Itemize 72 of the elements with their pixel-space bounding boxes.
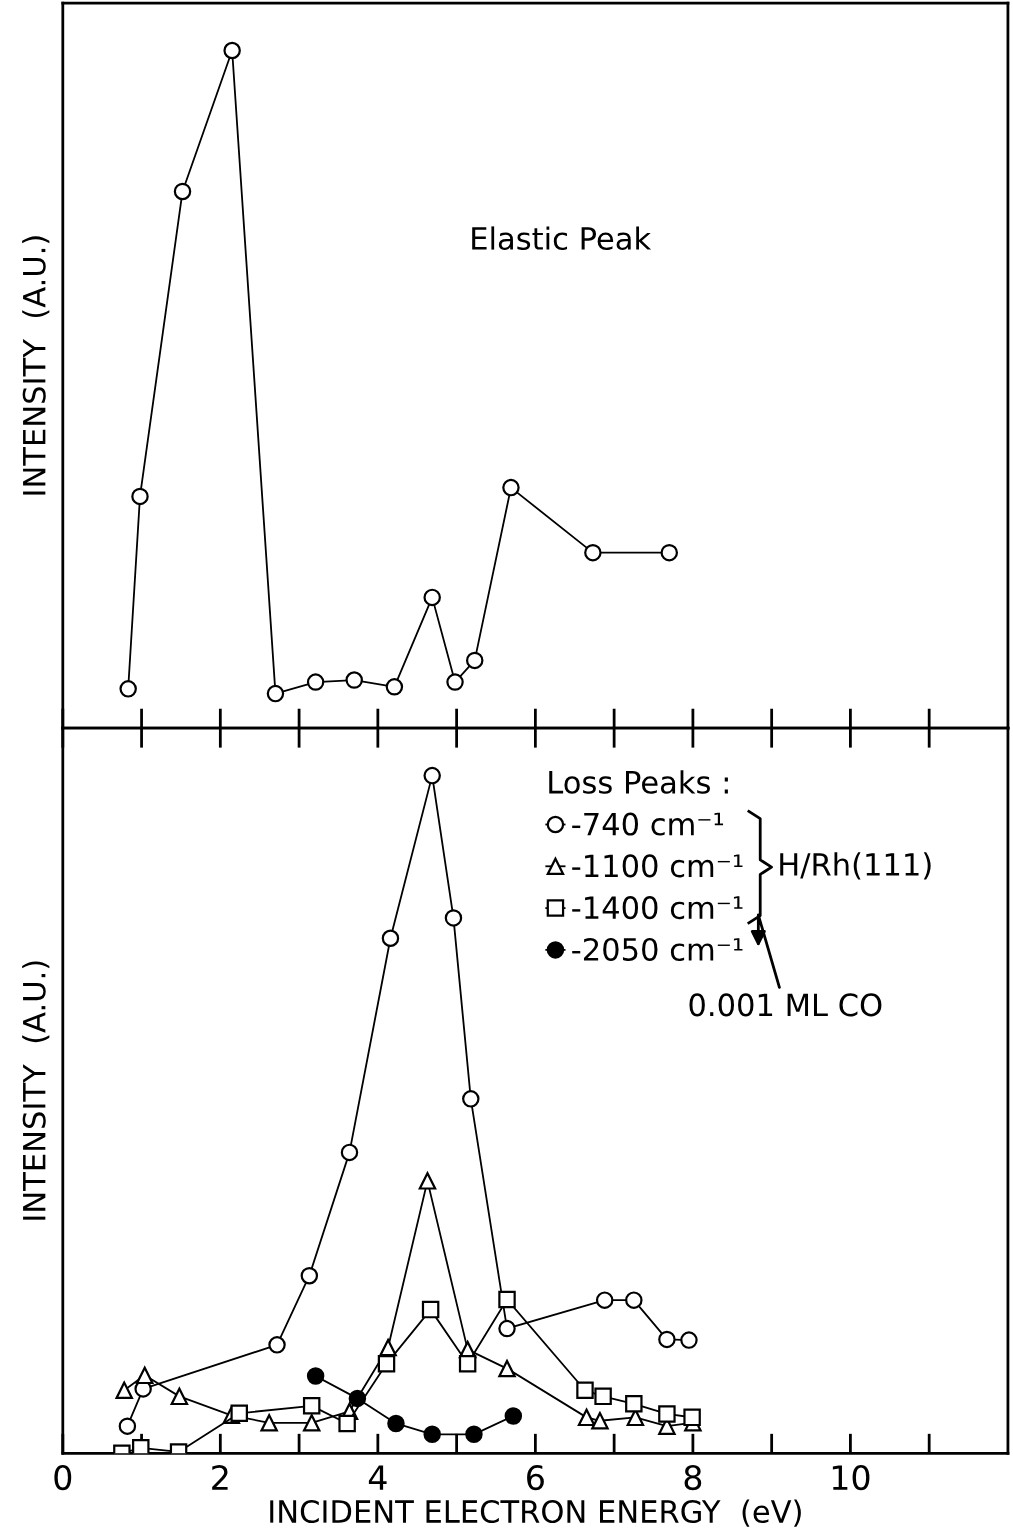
point — [131, 487, 149, 506]
point — [576, 1381, 594, 1400]
point — [498, 1290, 516, 1309]
point — [300, 1266, 319, 1285]
point — [223, 41, 241, 60]
legend-label: -1100 cm⁻¹ — [572, 854, 743, 878]
annotation: Elastic Peak — [472, 226, 652, 251]
legend-label: -1400 cm⁻¹ — [572, 896, 743, 920]
annotation: 0.001 ML CO — [689, 993, 882, 1017]
point — [340, 1143, 359, 1162]
point — [385, 678, 404, 696]
point — [421, 1300, 440, 1319]
x-axis-title: INCIDENT ELECTRON ENERGY (eV) — [270, 1499, 801, 1527]
point — [660, 543, 679, 562]
point — [230, 1404, 248, 1423]
point — [338, 1414, 356, 1433]
point — [458, 1355, 477, 1373]
legend-title: Loss Peaks : — [549, 770, 728, 794]
point — [268, 1336, 286, 1354]
point — [658, 1330, 676, 1349]
point — [387, 1414, 405, 1433]
point — [683, 1408, 701, 1427]
point — [465, 651, 484, 670]
point — [502, 478, 520, 497]
point — [595, 1291, 614, 1309]
x-tick-label: 10 — [832, 1464, 870, 1491]
point — [591, 1412, 609, 1430]
point — [504, 1407, 523, 1425]
point — [381, 929, 400, 947]
point — [266, 684, 285, 703]
legend-label: -740 cm⁻¹ — [572, 812, 724, 836]
point — [170, 1387, 189, 1406]
point — [302, 1397, 321, 1415]
point — [132, 1439, 150, 1454]
point — [680, 1331, 698, 1349]
y-axis-title: INTENSITY (A.U.) — [22, 961, 50, 1220]
point — [345, 671, 363, 689]
y-axis-title: INTENSITY (A.U.) — [22, 236, 50, 495]
point — [306, 1367, 325, 1385]
point — [577, 1408, 596, 1427]
point — [115, 1381, 133, 1400]
legend-label: -2050 cm⁻¹ — [572, 937, 743, 962]
point — [306, 673, 325, 691]
x-tick-label: 4 — [368, 1465, 387, 1490]
point — [658, 1405, 676, 1423]
x-tick-label: 0 — [54, 1464, 72, 1491]
point — [462, 1090, 480, 1108]
point — [423, 1425, 441, 1444]
point — [423, 766, 441, 785]
point — [135, 1366, 154, 1385]
point — [118, 1417, 137, 1435]
point — [498, 1319, 516, 1338]
point — [418, 1172, 437, 1190]
point — [119, 680, 137, 698]
x-tick-label: 2 — [212, 1464, 228, 1490]
x-tick-label: 8 — [684, 1464, 702, 1491]
point — [423, 588, 441, 607]
point — [302, 1414, 321, 1432]
point — [498, 1359, 516, 1378]
point — [625, 1291, 643, 1309]
point — [625, 1395, 643, 1413]
point — [594, 1387, 612, 1406]
point — [584, 543, 602, 562]
point — [444, 909, 463, 927]
annotation: H/Rh(111) — [780, 852, 931, 880]
point — [446, 673, 464, 691]
x-tick-label: 6 — [527, 1464, 544, 1491]
point — [377, 1355, 396, 1373]
point — [260, 1414, 278, 1432]
point — [173, 182, 192, 201]
point — [348, 1389, 367, 1408]
point — [465, 1425, 483, 1444]
